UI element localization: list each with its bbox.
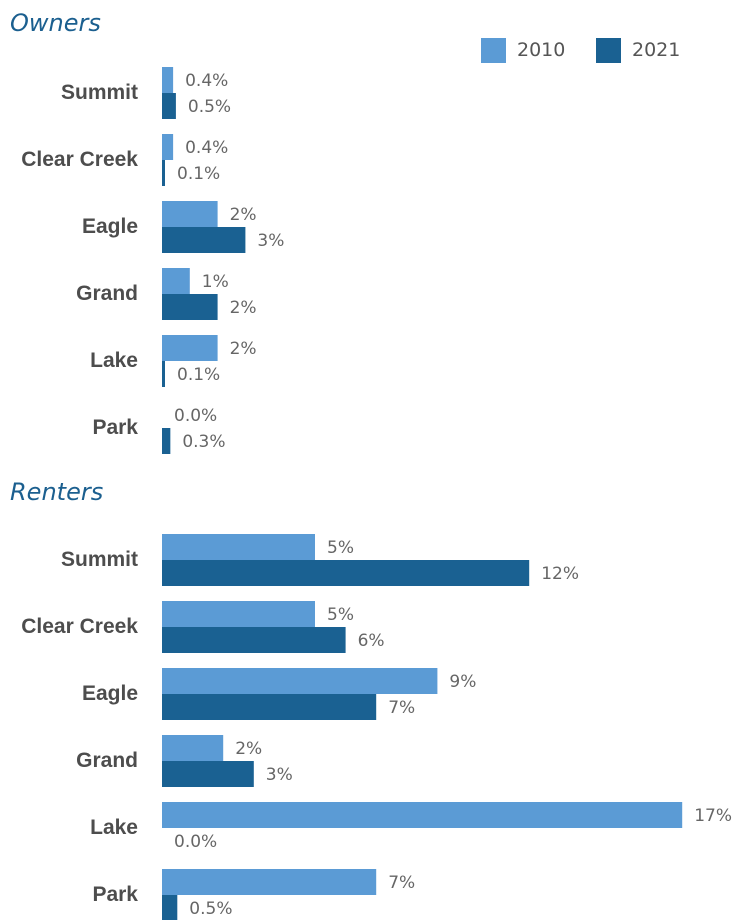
renters-bar-grand-2010 [162, 735, 224, 761]
bar-groups: Summit 0.4% 0.5% Clear Creek 0.4% 0.1% Eagle 2%… [21, 67, 732, 920]
renters-bar-lake-2010 [162, 802, 683, 828]
owners-bar-eagle-2010 [162, 201, 218, 227]
owners-value-label-lake-2010: 2% [230, 339, 257, 359]
renters-bar-eagle-2021 [162, 694, 377, 720]
owners-value-label-clear-creek-2010: 0.4% [185, 138, 228, 158]
owners-value-label-lake-2021: 0.1% [177, 365, 220, 385]
legend-label-2010: 2010 [517, 39, 565, 61]
legend-label-2021: 2021 [632, 39, 680, 61]
owners-value-label-grand-2021: 2% [230, 298, 257, 318]
renters-value-label-park-2010: 7% [388, 873, 415, 893]
renters-category-label-grand: Grand [76, 749, 138, 772]
renters-bar-park-2021 [162, 895, 178, 920]
owners-value-label-eagle-2021: 3% [257, 231, 284, 251]
owners-bar-clear-creek-2021 [162, 160, 165, 186]
renters-bar-park-2010 [162, 869, 377, 895]
renters-value-label-eagle-2010: 9% [449, 672, 476, 692]
owners-value-label-park-2021: 0.3% [182, 432, 225, 452]
owners-panel-title: Owners [10, 9, 101, 37]
owners-category-label-park: Park [92, 416, 138, 439]
owners-category-label-clear-creek: Clear Creek [21, 148, 138, 171]
owners-bar-grand-2021 [162, 294, 218, 320]
renters-category-label-lake: Lake [90, 816, 138, 839]
renters-value-label-grand-2010: 2% [235, 739, 262, 759]
renters-value-label-eagle-2021: 7% [388, 698, 415, 718]
renters-value-label-summit-2021: 12% [541, 564, 579, 584]
owners-bar-clear-creek-2010 [162, 134, 174, 160]
renters-category-label-summit: Summit [61, 548, 138, 571]
renters-bar-clear-creek-2010 [162, 601, 315, 627]
renters-bar-summit-2010 [162, 534, 315, 560]
owners-category-label-lake: Lake [90, 349, 138, 372]
owners-value-label-park-2010: 0.0% [174, 406, 217, 426]
owners-category-label-eagle: Eagle [82, 215, 138, 238]
renters-category-label-clear-creek: Clear Creek [21, 615, 138, 638]
owners-bar-lake-2010 [162, 335, 218, 361]
owners-value-label-summit-2010: 0.4% [185, 71, 228, 91]
owners-value-label-eagle-2010: 2% [230, 205, 257, 225]
legend-swatch-2010 [481, 38, 506, 63]
owners-bar-eagle-2021 [162, 227, 246, 253]
renters-value-label-summit-2010: 5% [327, 538, 354, 558]
renters-value-label-clear-creek-2010: 5% [327, 605, 354, 625]
owners-category-label-summit: Summit [61, 81, 138, 104]
owners-value-label-clear-creek-2021: 0.1% [177, 164, 220, 184]
renters-panel-title: Renters [10, 478, 103, 506]
renters-value-label-lake-2010: 17% [694, 806, 732, 826]
renters-category-label-eagle: Eagle [82, 682, 138, 705]
owners-value-label-grand-2010: 1% [202, 272, 229, 292]
renters-bar-clear-creek-2021 [162, 627, 346, 653]
renters-value-label-park-2021: 0.5% [189, 899, 232, 919]
renters-value-label-lake-2021: 0.0% [174, 832, 217, 852]
owners-bar-grand-2010 [162, 268, 190, 294]
owners-bar-lake-2021 [162, 361, 165, 387]
renters-category-label-park: Park [92, 883, 138, 906]
owners-value-label-summit-2021: 0.5% [188, 97, 231, 117]
renters-value-label-grand-2021: 3% [266, 765, 293, 785]
owners-bar-summit-2010 [162, 67, 174, 93]
owners-bar-park-2021 [162, 428, 171, 454]
renters-bar-grand-2021 [162, 761, 254, 787]
legend-swatch-2021 [596, 38, 621, 63]
renters-value-label-clear-creek-2021: 6% [358, 631, 385, 651]
legend: 2010 2021 [481, 38, 680, 63]
owners-category-label-grand: Grand [76, 282, 138, 305]
renters-bar-eagle-2010 [162, 668, 438, 694]
renters-bar-summit-2021 [162, 560, 530, 586]
owners-bar-summit-2021 [162, 93, 176, 119]
